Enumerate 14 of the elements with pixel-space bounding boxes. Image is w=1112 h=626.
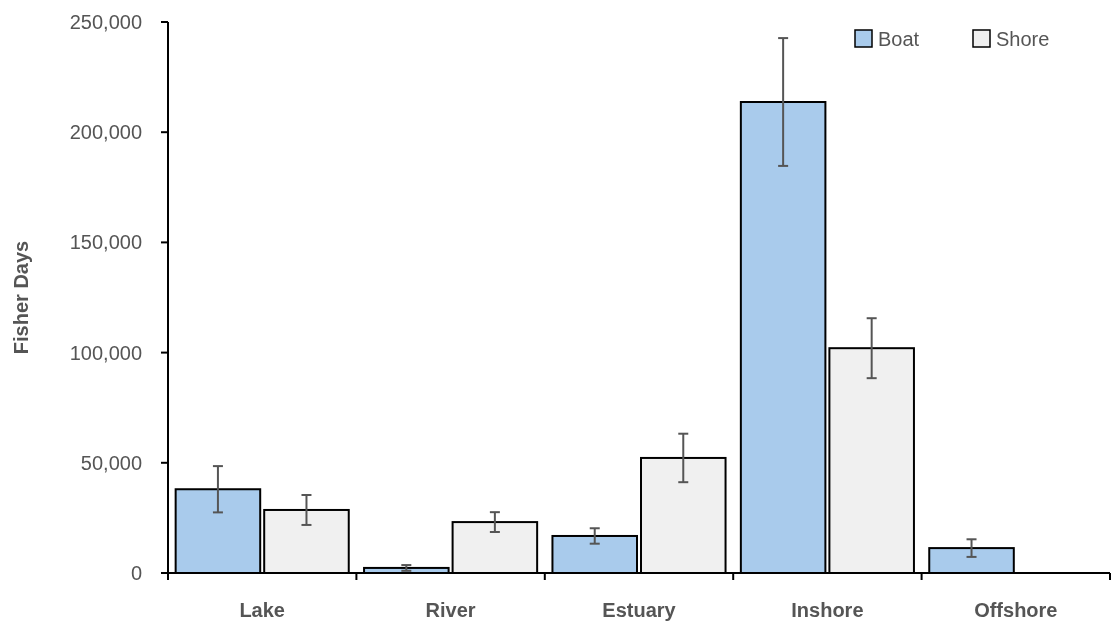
x-tick-label: Offshore xyxy=(974,599,1058,621)
y-axis-title: Fisher Days xyxy=(10,240,32,355)
y-tick-label: 0 xyxy=(130,562,142,584)
x-tick-label: Inshore xyxy=(791,599,864,621)
x-tick-label: Estuary xyxy=(602,599,677,621)
x-tick-label: Lake xyxy=(239,599,285,621)
legend-label: Boat xyxy=(878,28,920,50)
y-tick-label: 250,000 xyxy=(69,11,142,33)
y-tick-label: 200,000 xyxy=(69,121,142,144)
y-tick-label: 150,000 xyxy=(69,231,142,254)
y-tick-label: 50,000 xyxy=(80,451,142,474)
legend-label: Shore xyxy=(996,28,1050,50)
y-tick-label: 100,000 xyxy=(69,341,142,364)
x-tick-label: River xyxy=(425,599,476,621)
